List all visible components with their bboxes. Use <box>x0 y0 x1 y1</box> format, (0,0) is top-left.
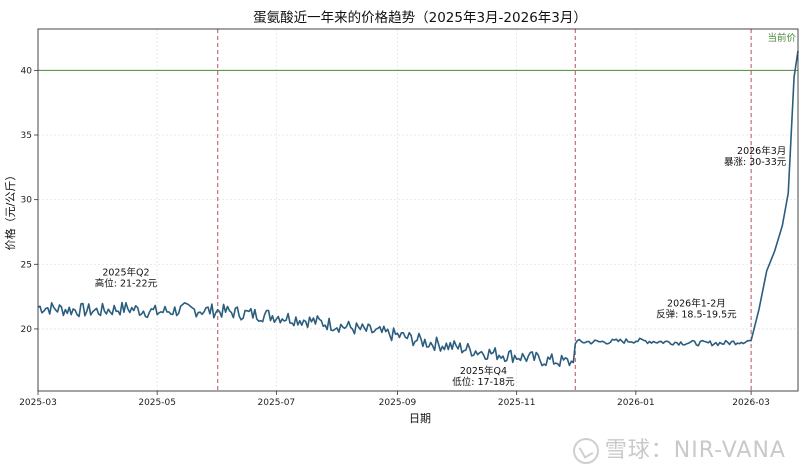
price-series-line <box>37 50 799 367</box>
annotation-text: 2025年Q4 <box>460 365 507 377</box>
snowball-logo-icon <box>572 438 599 464</box>
axes: 20 25 30 35 40 2025-03 2025-05 2025-07 2025-09 20… <box>19 28 799 408</box>
series-layer <box>37 50 799 367</box>
current-price-label: 当前价 <box>767 32 796 44</box>
x-tick-label: 2025-11 <box>498 398 536 408</box>
x-tick-label: 2025-07 <box>258 398 296 408</box>
annotation-text: 反弹: 18.5-19.5元 <box>656 309 737 321</box>
y-axis-label: 价格（元/公斤） <box>3 170 17 251</box>
chart-title: 蛋氨酸近一年来的价格趋势（2025年3月-2026年3月） <box>253 10 587 26</box>
plot-frame <box>37 28 799 392</box>
annotation-text: 高位: 21-22元 <box>95 278 158 290</box>
y-tick-label: 40 <box>21 66 33 76</box>
watermark: 雪球：NIR-VANA <box>572 432 786 464</box>
annotation-text: 2026年3月 <box>737 145 786 157</box>
y-tick-label: 20 <box>21 325 33 335</box>
x-axis-label: 日期 <box>409 412 431 425</box>
x-tick-label: 2025-09 <box>379 398 417 408</box>
y-tick-label: 35 <box>21 131 32 141</box>
x-tick-label: 2026-03 <box>732 398 770 408</box>
y-tick-label: 30 <box>21 196 33 206</box>
watermark-text: 雪球：NIR-VANA <box>604 438 786 463</box>
y-tick-label: 25 <box>21 260 32 270</box>
x-tick-label: 2025-05 <box>138 398 176 408</box>
annotation-text: 暴涨: 30-33元 <box>724 157 787 168</box>
annotation-text: 2025年Q2 <box>102 267 149 279</box>
x-tick-label: 2026-01 <box>617 398 655 408</box>
reference-lines: 当前价 <box>38 29 798 391</box>
x-tick-label: 2025-03 <box>19 398 57 408</box>
annotation-text: 2026年1-2月 <box>667 298 726 310</box>
annotation-text: 低位: 17-18元 <box>452 376 515 388</box>
